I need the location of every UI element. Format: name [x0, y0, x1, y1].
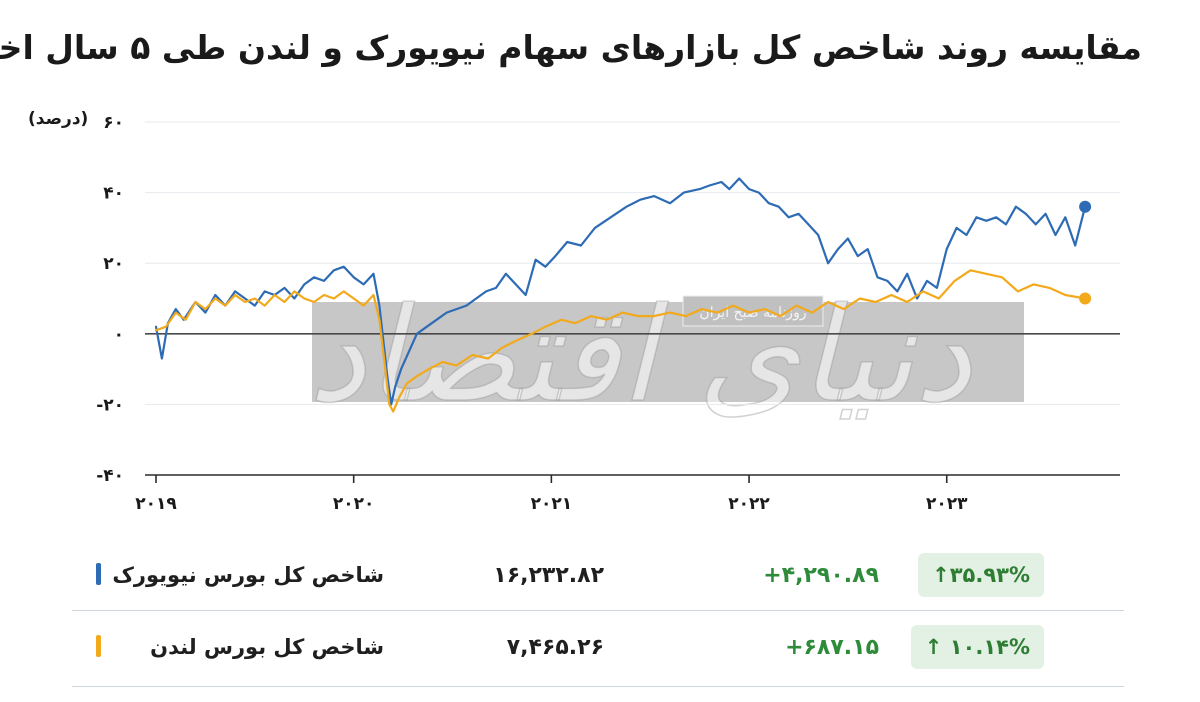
y-tick-label: ۰ — [114, 325, 124, 345]
y-tick-label: -۲۰ — [96, 395, 124, 415]
london-index-change: +۶۸۷.۱۵ — [785, 634, 879, 660]
newyork-series-line — [154, 177, 1087, 406]
london-index-name: شاخص کل بورس لندن — [150, 635, 384, 659]
london-end-marker — [1079, 292, 1092, 305]
watermark-logo-text: دنیای اقتصاد — [308, 279, 973, 431]
y-tick-label: ۴۰ — [103, 184, 124, 204]
london-index-value: ۷,۴۶۵.۲۶ — [506, 634, 604, 660]
newyork-legend-swatch — [96, 563, 101, 585]
series-layer — [154, 177, 1092, 413]
table-row-london: شاخص کل بورس لندن ۷,۴۶۵.۲۶ +۶۸۷.۱۵ ↑ ۱۰.… — [72, 612, 1124, 682]
y-tick-label: -۴۰ — [96, 466, 124, 486]
newyork-pct-cell: ↑۳۵.۹۳% — [918, 540, 1044, 610]
y-tick-label: ۲۰ — [103, 254, 124, 274]
table-divider — [72, 610, 1124, 611]
chart-canvas: روزنامه صبح ایران دنیای اقتصاد ۶۰۴۰۲۰۰-۲… — [28, 109, 1120, 514]
london-pct-badge: ↑ ۱۰.۱۴% — [910, 625, 1044, 669]
london-legend-swatch — [96, 635, 101, 657]
x-tick-label: ۲۰۲۱ — [531, 494, 573, 514]
y-axis-unit-label: (درصد) — [28, 109, 88, 129]
watermark-band — [312, 302, 1024, 402]
axis-layer: ۶۰ ۴۰ ۲۰ ۰ -۲۰ -۴۰ ۲۰۱۹ ۲۰۲۰ ۲۰۲۱ ۲۰۲۲ ۲۰۲۳ — [96, 113, 1120, 514]
newyork-index-name: شاخص کل بورس نیویورک — [112, 563, 384, 587]
x-tick-label: ۲۰۱۹ — [135, 494, 177, 514]
table-row-newyork: شاخص کل بورس نیویورک ۱۶,۲۳۲.۸۲ +۴,۲۹۰.۸۹… — [72, 540, 1124, 610]
london-pct-cell: ↑ ۱۰.۱۴% — [910, 612, 1044, 682]
chart-title: مقایسه روند شاخص کل بازارهای سهام نیویور… — [0, 28, 1142, 67]
x-tick-label: ۲۰۲۲ — [728, 494, 770, 514]
london-series-line — [154, 269, 1087, 413]
y-tick-label: ۶۰ — [103, 113, 124, 133]
newyork-index-value: ۱۶,۲۳۲.۸۲ — [493, 562, 604, 588]
newyork-pct-badge: ↑۳۵.۹۳% — [918, 553, 1044, 597]
grid-layer — [145, 121, 1120, 476]
summary-table: شاخص کل بورس نیویورک ۱۶,۲۳۲.۸۲ +۴,۲۹۰.۸۹… — [72, 540, 1124, 610]
summary-table-second: شاخص کل بورس لندن ۷,۴۶۵.۲۶ +۶۸۷.۱۵ ↑ ۱۰.… — [72, 612, 1124, 682]
x-tick-label: ۲۰۲۳ — [926, 494, 968, 514]
newyork-end-marker — [1079, 200, 1092, 213]
newyork-index-change: +۴,۲۹۰.۸۹ — [763, 562, 879, 588]
table-bottom-divider — [72, 686, 1124, 687]
x-tick-label: ۲۰۲۰ — [333, 494, 375, 514]
